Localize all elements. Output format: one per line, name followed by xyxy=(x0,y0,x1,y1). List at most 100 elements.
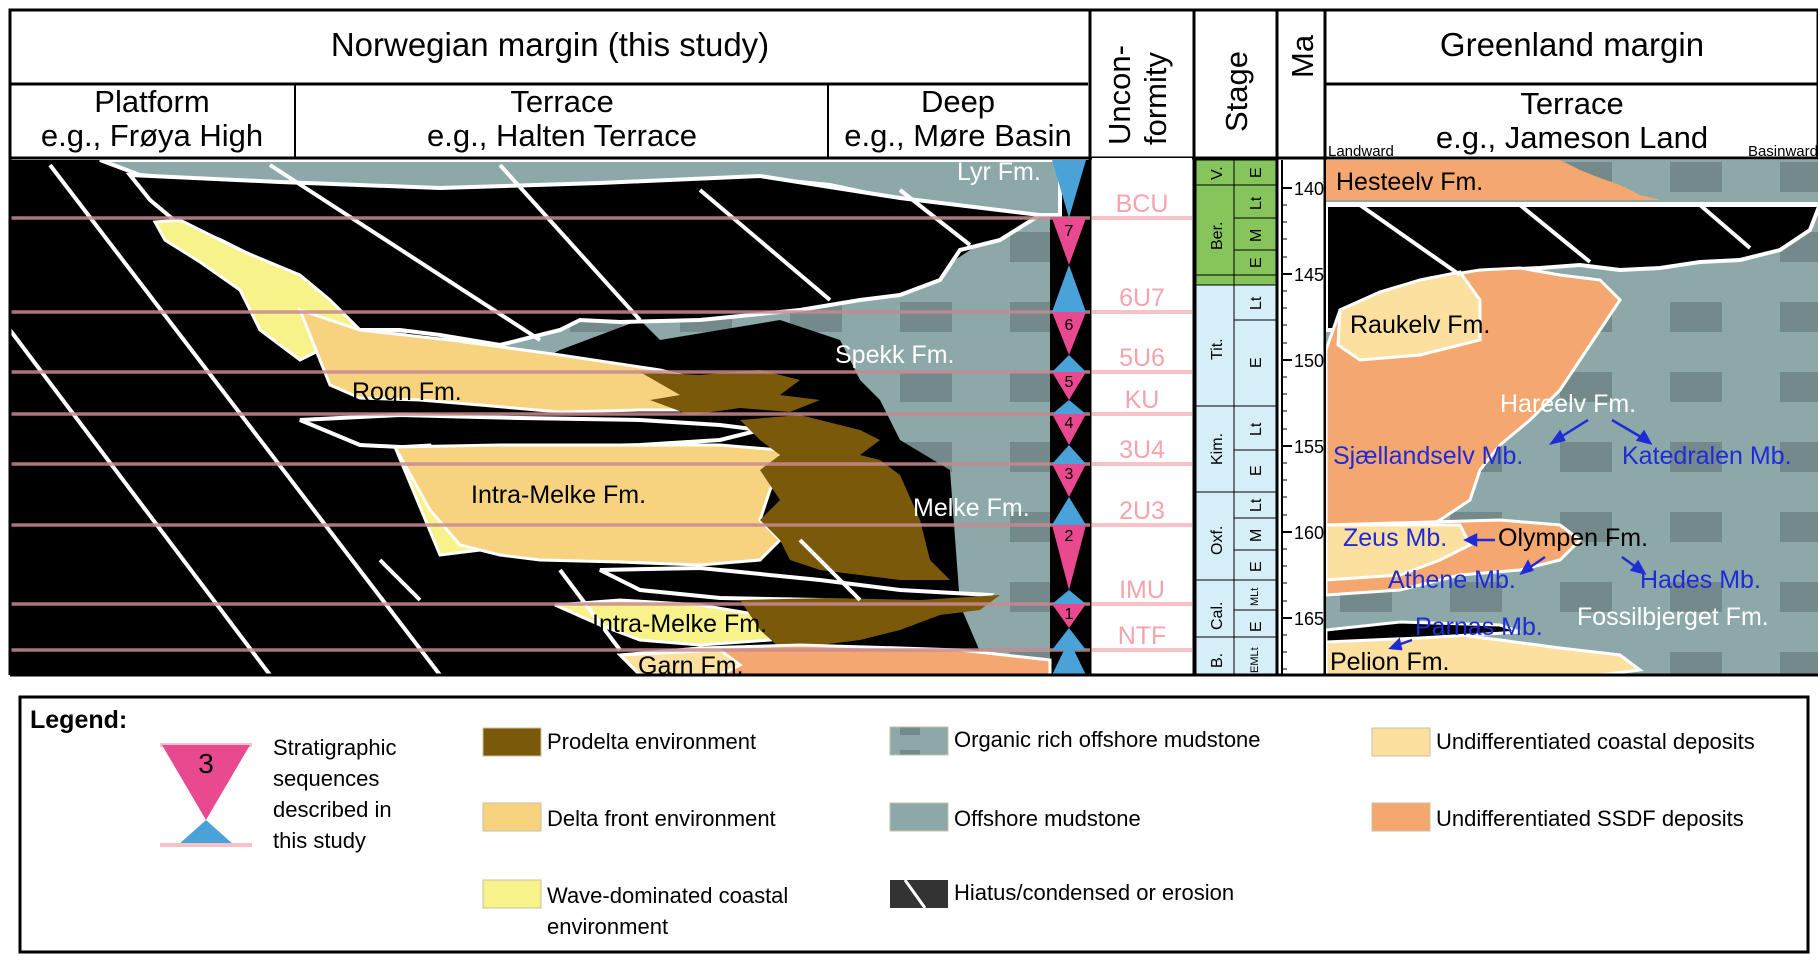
substage-tit-e: E xyxy=(1248,357,1265,368)
legend-sequence-symbol: 3 xyxy=(160,743,252,847)
olympen-coastal xyxy=(1326,523,1473,582)
legend-seq-text-4: this study xyxy=(273,828,366,853)
legend-title: Legend: xyxy=(30,706,127,734)
substage-kim-e: E xyxy=(1248,465,1265,476)
legend-label-coastal: Undifferentiated coastal deposits xyxy=(1436,729,1755,754)
lyr-fm-label: Lyr Fm. xyxy=(957,158,1041,186)
substage-cal-e: E xyxy=(1248,621,1265,632)
deep-label: Deep xyxy=(921,84,995,119)
melke-fm-label: Melke Fm. xyxy=(913,494,1030,522)
landward-label: Landward xyxy=(1328,143,1394,160)
ma-tick-150: 150 xyxy=(1294,351,1324,371)
legend-label-wave-coastal-1: Wave-dominated coastal xyxy=(547,883,788,908)
sequence-7: 7 xyxy=(1065,223,1074,240)
olympen-fm-label: Olympen Fm. xyxy=(1498,524,1648,552)
substage-cal-mlt: MLt xyxy=(1249,588,1261,606)
greenland-title: Greenland margin xyxy=(1440,26,1704,63)
stage-oxfordian: Oxf. xyxy=(1209,526,1226,555)
substage-ber-lt: Lt xyxy=(1248,196,1265,210)
ma-tick-140: 140 xyxy=(1294,179,1324,199)
unconformity-6u7: 6U7 xyxy=(1119,284,1165,312)
norway-formation-labels: Lyr Fm. Spekk Fm. Rogn Fm. Intra-Melke F… xyxy=(352,158,1041,680)
raukelv-coastal xyxy=(1336,270,1482,362)
deep-example: e.g., Møre Basin xyxy=(844,118,1071,153)
legend-swatch-offshore-mudstone xyxy=(889,802,949,832)
substage-b-emlt: EMLt xyxy=(1249,647,1261,673)
sequence-6: 6 xyxy=(1065,317,1074,334)
terrace-label: Terrace xyxy=(510,84,613,119)
stage-valanginian: V. xyxy=(1209,166,1226,180)
unconformity-header-2: formity xyxy=(1138,52,1173,146)
stage-berriasian: Ber. xyxy=(1209,222,1226,250)
legend-label-prodelta: Prodelta environment xyxy=(547,729,756,754)
pelion-hiatus xyxy=(1326,620,1521,644)
header: Norwegian margin (this study) Platform e… xyxy=(8,8,1818,675)
legend-sequence-number: 3 xyxy=(198,748,214,779)
rogn-prodelta xyxy=(640,370,820,415)
unconformity-ntf: NTF xyxy=(1118,622,1167,650)
unconformity-2u3: 2U3 xyxy=(1119,497,1165,525)
greenland-formation-labels: Hesteelv Fm. Raukelv Fm. Hareelv Fm. Sjæ… xyxy=(1330,168,1792,676)
zeus-mb-label: Zeus Mb. xyxy=(1343,524,1447,552)
sequence-5: 5 xyxy=(1065,374,1074,391)
athene-mb-label: Athene Mb. xyxy=(1388,566,1516,594)
stage-bathonian: B. xyxy=(1209,653,1226,668)
ma-header: Ma xyxy=(1285,34,1320,78)
legend-seq-text-1: Stratigraphic xyxy=(273,735,397,760)
substage-v-e: E xyxy=(1248,167,1265,178)
ma-column: 140 145 150 155 160 165 xyxy=(1281,160,1324,675)
legend-label-hiatus: Hiatus/condensed or erosion xyxy=(954,880,1234,905)
terrace-example: e.g., Halten Terrace xyxy=(427,118,697,153)
sequence-4: 4 xyxy=(1065,415,1074,432)
norway-title: Norwegian margin (this study) xyxy=(331,26,769,63)
member-arrows xyxy=(1388,418,1653,651)
rogn-fm-label: Rogn Fm. xyxy=(352,378,462,406)
intra-melke-upper-label: Intra-Melke Fm. xyxy=(471,481,646,509)
intra-melke-lower-prodelta xyxy=(740,595,1000,648)
intra-melke-upper-prodelta xyxy=(740,415,950,580)
substage-oxf-e: E xyxy=(1248,561,1265,572)
unconformity-column: BCU 6U7 5U6 KU 3U4 2U3 IMU NTF xyxy=(1092,158,1192,675)
basinward-label: Basinward xyxy=(1748,143,1818,160)
unconformity-lines xyxy=(10,216,1090,652)
greenland-panel xyxy=(1326,160,1818,675)
unconformity-5u6: 5U6 xyxy=(1119,344,1165,372)
legend: Legend: 3 Stratigraphic sequences descri… xyxy=(18,695,1810,954)
raukelv-fm-label: Raukelv Fm. xyxy=(1350,311,1490,339)
stage-callovian: Cal. xyxy=(1209,602,1226,630)
legend-seq-text-2: sequences xyxy=(273,766,379,791)
sequence-column: 7 6 5 4 3 2 1 xyxy=(1052,160,1086,675)
legend-label-wave-coastal-2: environment xyxy=(547,914,668,939)
ma-tick-165: 165 xyxy=(1294,609,1324,629)
legend-swatch-coastal xyxy=(1371,727,1431,757)
norwegian-panel xyxy=(10,160,1090,675)
legend-swatch-delta-front xyxy=(482,802,542,832)
platform-label: Platform xyxy=(94,84,209,119)
fossilbjerget-fm-label: Fossilbjerget Fm. xyxy=(1577,603,1769,631)
substage-kim-lt: Lt xyxy=(1248,422,1265,436)
unconformity-bcu: BCU xyxy=(1116,190,1169,218)
sequence-3: 3 xyxy=(1065,466,1074,483)
ma-tick-160: 160 xyxy=(1294,523,1324,543)
greenland-terrace-example: e.g., Jameson Land xyxy=(1436,120,1708,155)
stage-kimmeridgian: Kim. xyxy=(1209,433,1226,465)
hades-mb-label: Hades Mb. xyxy=(1640,566,1761,594)
stage-tithonian: Tit. xyxy=(1209,338,1226,360)
legend-swatch-organic-mudstone xyxy=(889,726,949,756)
platform-example: e.g., Frøya High xyxy=(41,118,263,153)
substage-oxf-m: M xyxy=(1248,529,1265,542)
unconformity-imu: IMU xyxy=(1119,576,1165,604)
ma-tick-155: 155 xyxy=(1294,437,1324,457)
sequence-2: 2 xyxy=(1065,528,1074,545)
stage-column: V. Ber. Tit. Kim. Oxf. Cal. B. E Lt M E … xyxy=(1195,159,1277,676)
substage-oxf-lt: Lt xyxy=(1248,498,1265,512)
sjaellandselv-mb-label: Sjællandselv Mb. xyxy=(1333,442,1523,470)
legend-swatch-hiatus xyxy=(890,879,948,909)
sequence-1: 1 xyxy=(1065,606,1074,623)
intra-melke-lower-label: Intra-Melke Fm. xyxy=(592,610,767,638)
legend-label-organic-mudstone: Organic rich offshore mudstone xyxy=(954,727,1261,752)
hesteelv-fm-label: Hesteelv Fm. xyxy=(1336,168,1483,196)
parnas-mb-label: Parnas Mb. xyxy=(1415,613,1543,641)
legend-label-ssdf: Undifferentiated SSDF deposits xyxy=(1436,806,1744,831)
